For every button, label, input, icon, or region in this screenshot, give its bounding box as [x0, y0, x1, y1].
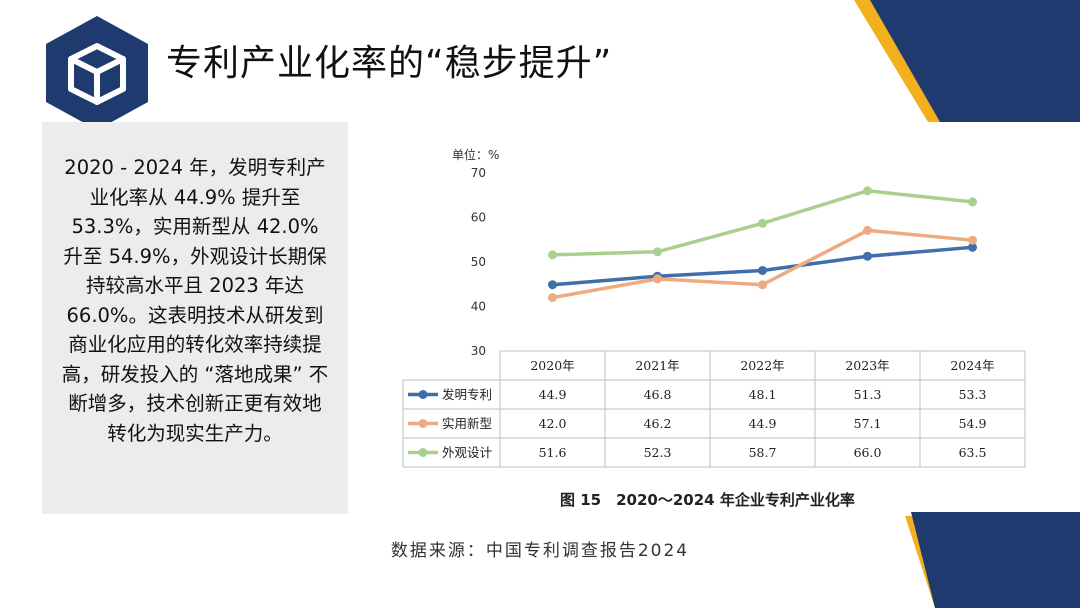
data-point [863, 225, 872, 235]
bottom-right-decoration [905, 512, 1080, 608]
legend-marker [418, 419, 428, 428]
y-tick-label: 70 [471, 166, 486, 180]
chart-caption: 图 15 2020～2024 年企业专利产业化率 [560, 491, 855, 509]
legend-label: 实用新型 [442, 416, 492, 431]
x-tick-label: 2022年 [740, 358, 784, 373]
data-label: 44.9 [749, 416, 777, 431]
cube-icon [68, 43, 126, 105]
data-point [863, 251, 872, 261]
summary-paragraph: 2020 - 2024 年，发明专利产业化率从 44.9% 提升至 53.3%，… [61, 156, 329, 445]
y-tick-label: 40 [471, 300, 486, 314]
top-right-decoration [854, 0, 1080, 122]
data-point [968, 235, 977, 245]
data-label: 44.9 [539, 387, 567, 402]
x-tick-label: 2020年 [530, 358, 574, 373]
data-point [968, 197, 977, 207]
legend-marker [418, 448, 428, 457]
y-tick-label: 30 [471, 344, 486, 358]
data-label: 57.1 [854, 416, 882, 431]
legend-label: 外观设计 [442, 445, 492, 460]
data-point [863, 186, 872, 196]
data-point [758, 265, 767, 275]
data-point [548, 250, 557, 260]
legend-label: 发明专利 [442, 387, 492, 402]
data-point [758, 218, 767, 228]
data-point [968, 242, 977, 252]
data-label: 66.0 [854, 445, 882, 460]
data-point [653, 274, 662, 284]
logo-hexagon [46, 16, 148, 130]
data-label: 51.3 [854, 387, 882, 402]
data-label: 54.9 [959, 416, 987, 431]
data-label: 53.3 [959, 387, 987, 402]
y-tick-label: 50 [471, 255, 486, 269]
data-label: 42.0 [539, 416, 567, 431]
data-point [758, 280, 767, 290]
chart-unit-label: 单位：% [452, 147, 499, 162]
x-tick-label: 2024年 [950, 358, 994, 373]
data-label: 48.1 [749, 387, 777, 402]
x-tick-label: 2021年 [635, 358, 679, 373]
legend-marker [418, 390, 428, 399]
data-point [548, 280, 557, 290]
data-label: 46.8 [644, 387, 672, 402]
x-tick-label: 2023年 [845, 358, 889, 373]
data-label: 51.6 [539, 445, 567, 460]
line-chart: 单位：% 30 40 50 60 70 2020年 2021年 2022年 2023年 2024… [402, 147, 1026, 509]
data-label: 63.5 [959, 445, 987, 460]
data-source: 数据来源：中国专利调查报告2024 [390, 541, 690, 561]
data-label: 58.7 [749, 445, 777, 460]
data-label: 52.3 [644, 445, 672, 460]
data-point [653, 247, 662, 257]
data-point [548, 293, 557, 303]
slide-title: 专利产业化率的“稳步提升” [166, 43, 613, 84]
y-tick-label: 60 [471, 211, 486, 225]
text-panel [42, 122, 348, 514]
data-label: 46.2 [644, 416, 672, 431]
